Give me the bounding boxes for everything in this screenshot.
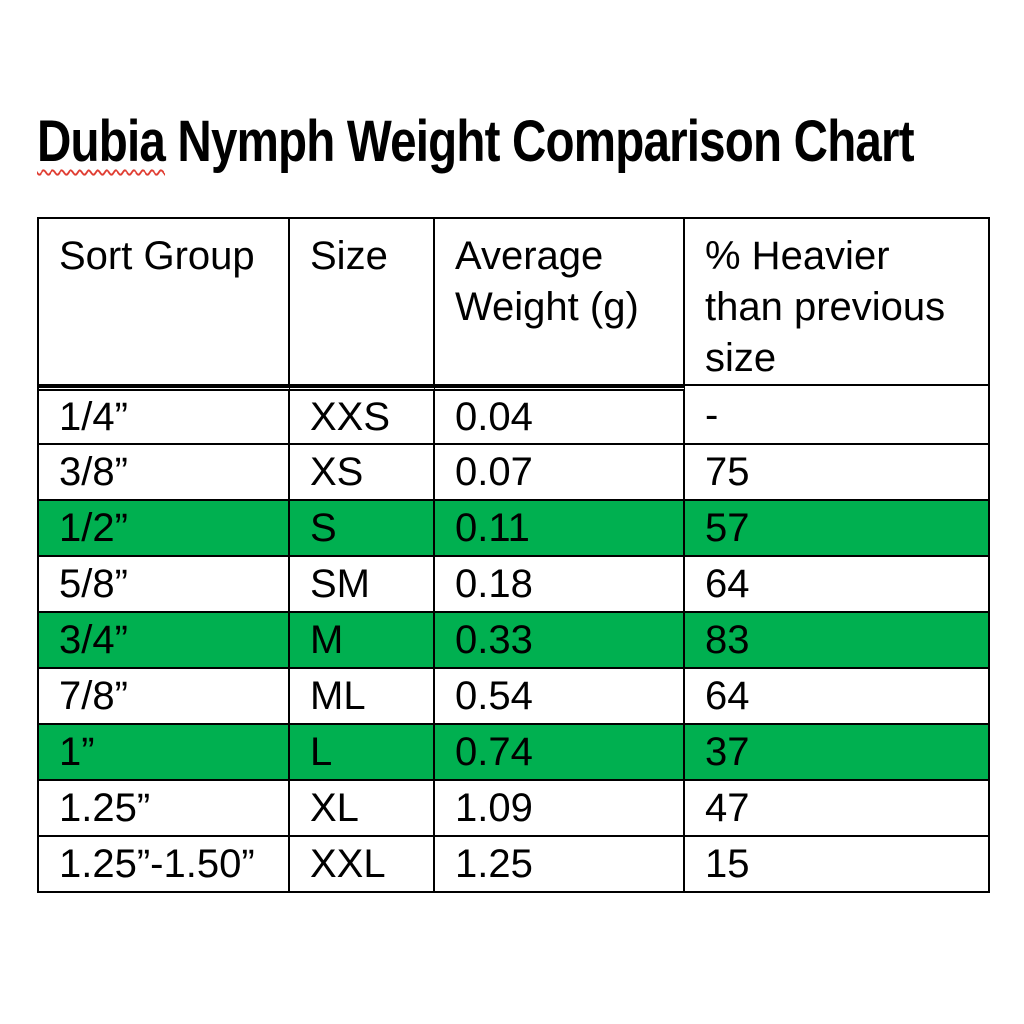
cell-size: XXS (290, 386, 435, 445)
comparison-table: Sort Group Size Average Weight (g) % Heavier… (37, 217, 990, 893)
cell-size: XXL (290, 837, 435, 891)
cell-sort-group: 1” (39, 725, 290, 781)
cell-heavier-than-previous-size: 64 (685, 669, 988, 725)
cell-heavier-than-previous-size: 37 (685, 725, 988, 781)
cell-heavier-than-previous-size: 75 (685, 445, 988, 501)
table-row: 7/8” ML 0.54 64 (39, 669, 988, 725)
table-row: 1.25”-1.50” XXL 1.25 15 (39, 837, 988, 891)
cell-sort-group: 1.25”-1.50” (39, 837, 290, 891)
table-row: 5/8” SM 0.18 64 (39, 557, 988, 613)
cell-average-weight-g: 0.33 (435, 613, 685, 669)
cell-sort-group: 1/4” (39, 386, 290, 445)
cell-size: S (290, 501, 435, 557)
table-row: 3/4” M 0.33 83 (39, 613, 988, 669)
column-header-line: size (705, 336, 777, 380)
cell-average-weight-g: 0.04 (435, 386, 685, 445)
cell-size: SM (290, 557, 435, 613)
column-header-line: Average (455, 234, 604, 278)
column-header-line: than previous (705, 285, 946, 329)
cell-size: XL (290, 781, 435, 837)
table-row: 1/2” S 0.11 57 (39, 501, 988, 557)
cell-size: L (290, 725, 435, 781)
table-row: 3/8” XS 0.07 75 (39, 445, 988, 501)
cell-sort-group: 3/4” (39, 613, 290, 669)
cell-sort-group: 1/2” (39, 501, 290, 557)
cell-heavier-than-previous-size: 83 (685, 613, 988, 669)
cell-average-weight-g: 0.18 (435, 557, 685, 613)
cell-sort-group: 1.25” (39, 781, 290, 837)
column-header-line: Weight (g) (455, 285, 639, 329)
cell-size: M (290, 613, 435, 669)
cell-average-weight-g: 1.25 (435, 837, 685, 891)
table-header: Sort Group Size Average Weight (g) % Heavier… (39, 219, 988, 386)
cell-heavier-than-previous-size: - (685, 386, 988, 445)
cell-heavier-than-previous-size: 57 (685, 501, 988, 557)
column-header-line: Sort Group (59, 234, 255, 278)
column-header-average-weight-g: Average Weight (g) (435, 219, 685, 386)
column-header-heavier-than-previous-size: % Heavier than previous size (685, 219, 988, 386)
cell-average-weight-g: 0.74 (435, 725, 685, 781)
cell-average-weight-g: 1.09 (435, 781, 685, 837)
column-header-sort-group: Sort Group (39, 219, 290, 386)
cell-average-weight-g: 0.11 (435, 501, 685, 557)
cell-average-weight-g: 0.07 (435, 445, 685, 501)
cell-size: ML (290, 669, 435, 725)
table-body: 1/4” XXS 0.04-3/8” XS 0.07 75 1/2” S 0.11 57 5/8” S… (39, 386, 988, 891)
cell-heavier-than-previous-size: 64 (685, 557, 988, 613)
table-header-row: Sort Group Size Average Weight (g) % Heavier… (39, 219, 988, 386)
column-header-line: % Heavier (705, 234, 890, 278)
title-word-misspelled: Dubia (37, 109, 166, 174)
table-row: 1/4” XXS 0.04- (39, 386, 988, 445)
cell-average-weight-g: 0.54 (435, 669, 685, 725)
column-header-size: Size (290, 219, 435, 386)
cell-heavier-than-previous-size: 47 (685, 781, 988, 837)
cell-size: XS (290, 445, 435, 501)
cell-sort-group: 3/8” (39, 445, 290, 501)
table-row: 1” L 0.74 37 (39, 725, 988, 781)
page-title: Dubia Nymph Weight Comparison Chart (37, 109, 915, 174)
column-header-line: Size (310, 234, 388, 278)
cell-heavier-than-previous-size: 15 (705, 842, 750, 886)
table-row: 1.25” XL 1.09 47 (39, 781, 988, 837)
title-text: Nymph Weight Comparison Chart (165, 109, 914, 174)
cell-sort-group: 5/8” (39, 557, 290, 613)
cell-sort-group: 7/8” (39, 669, 290, 725)
